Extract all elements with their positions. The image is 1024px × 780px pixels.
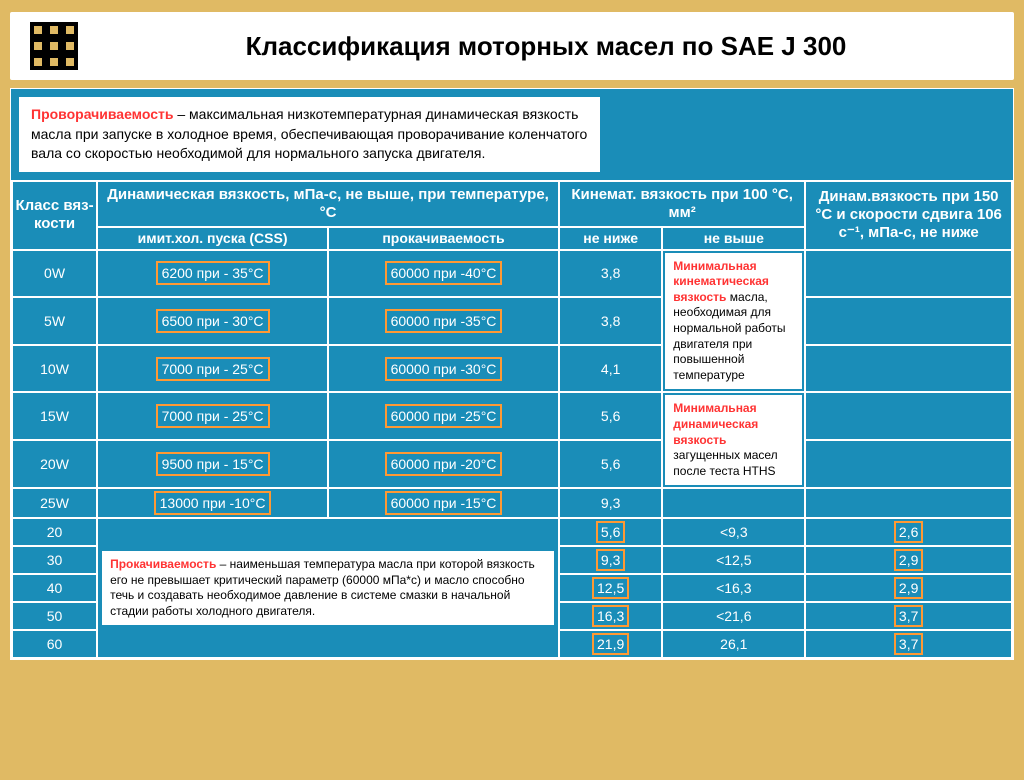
table-row: 20W 9500 при - 15°C 60000 при -20°C 5,6 — [12, 440, 1012, 488]
page-title: Классификация моторных масел по SAE J 30… — [98, 31, 994, 62]
cell-kmin: 3,8 — [559, 250, 662, 298]
th-kmax: не выше — [662, 227, 805, 250]
table-row: 0W 6200 при - 35°C 60000 при -40°C 3,8 М… — [12, 250, 1012, 298]
cell-css: 6200 при - 35°C — [156, 261, 270, 285]
th-css: имит.хол. пуска (CSS) — [97, 227, 328, 250]
sae-table: Класс вяз-кости Динамическая вязкость, м… — [11, 180, 1013, 660]
intro-callout: Проворачиваемость – максимальная низкоте… — [19, 97, 600, 172]
th-kinvisc: Кинемат. вязкость при 100 °C, мм² — [559, 181, 805, 227]
th-dyn150: Динам.вязкость при 150 °C и скорости сдв… — [805, 181, 1012, 250]
intro-term: Проворачиваемость — [31, 106, 173, 122]
table-row: 10W 7000 при - 25°C 60000 при -30°C 4,1 — [12, 345, 1012, 393]
th-class: Класс вяз-кости — [12, 181, 97, 250]
callout-kinematic: Минимальная кинематическая вязкость масл… — [662, 250, 805, 393]
cell-class: 0W — [12, 250, 97, 298]
logo-icon — [30, 22, 78, 70]
th-kmin: не ниже — [559, 227, 662, 250]
cell-pump: 60000 при -40°C — [385, 261, 503, 285]
table-row: 15W 7000 при - 25°C 60000 при -25°C 5,6 … — [12, 392, 1012, 440]
callout-pumpability: Прокачиваемость – наименьшая температура… — [97, 518, 559, 658]
table-row: 25W 13000 при -10°C 60000 при -15°C 9,3 — [12, 488, 1012, 518]
table-row: 5W 6500 при - 30°C 60000 при -35°C 3,8 — [12, 297, 1012, 345]
th-dynvisc: Динамическая вязкость, мПа-с, не выше, п… — [97, 181, 559, 227]
table-row: 20 Прокачиваемость – наименьшая температ… — [12, 518, 1012, 546]
th-pump: прокачиваемость — [328, 227, 559, 250]
header: Классификация моторных масел по SAE J 30… — [10, 12, 1014, 80]
callout-dynamic: Минимальная динамическая вязкость загуще… — [662, 392, 805, 488]
table-header-row1: Класс вяз-кости Динамическая вязкость, м… — [12, 181, 1012, 227]
content-panel: Проворачиваемость – максимальная низкоте… — [10, 88, 1014, 660]
